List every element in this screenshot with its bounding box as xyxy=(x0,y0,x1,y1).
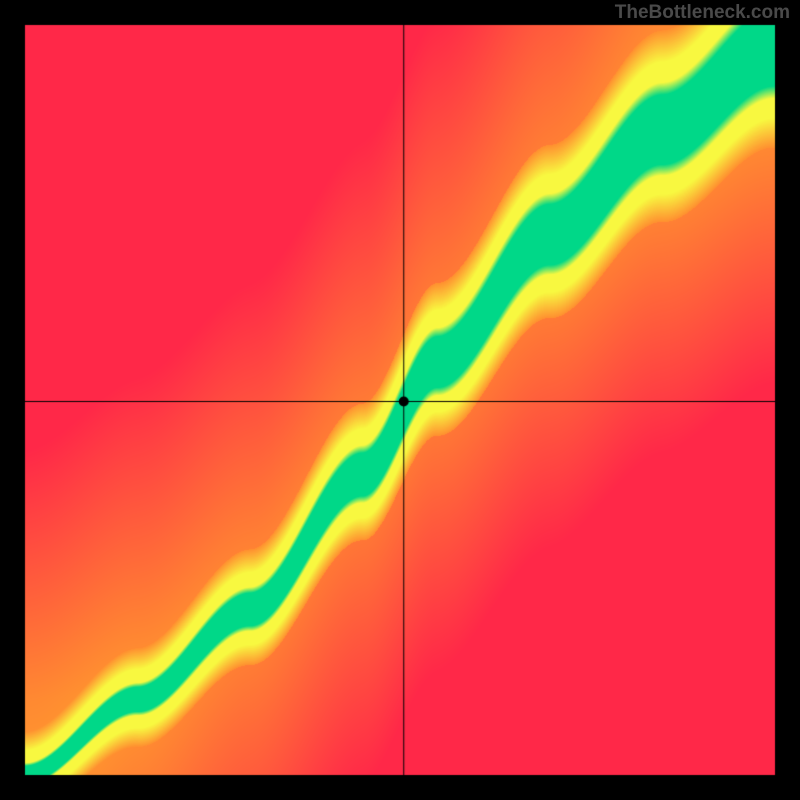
chart-container: TheBottleneck.com xyxy=(0,0,800,800)
heatmap-canvas xyxy=(0,0,800,800)
watermark-text: TheBottleneck.com xyxy=(615,2,790,24)
